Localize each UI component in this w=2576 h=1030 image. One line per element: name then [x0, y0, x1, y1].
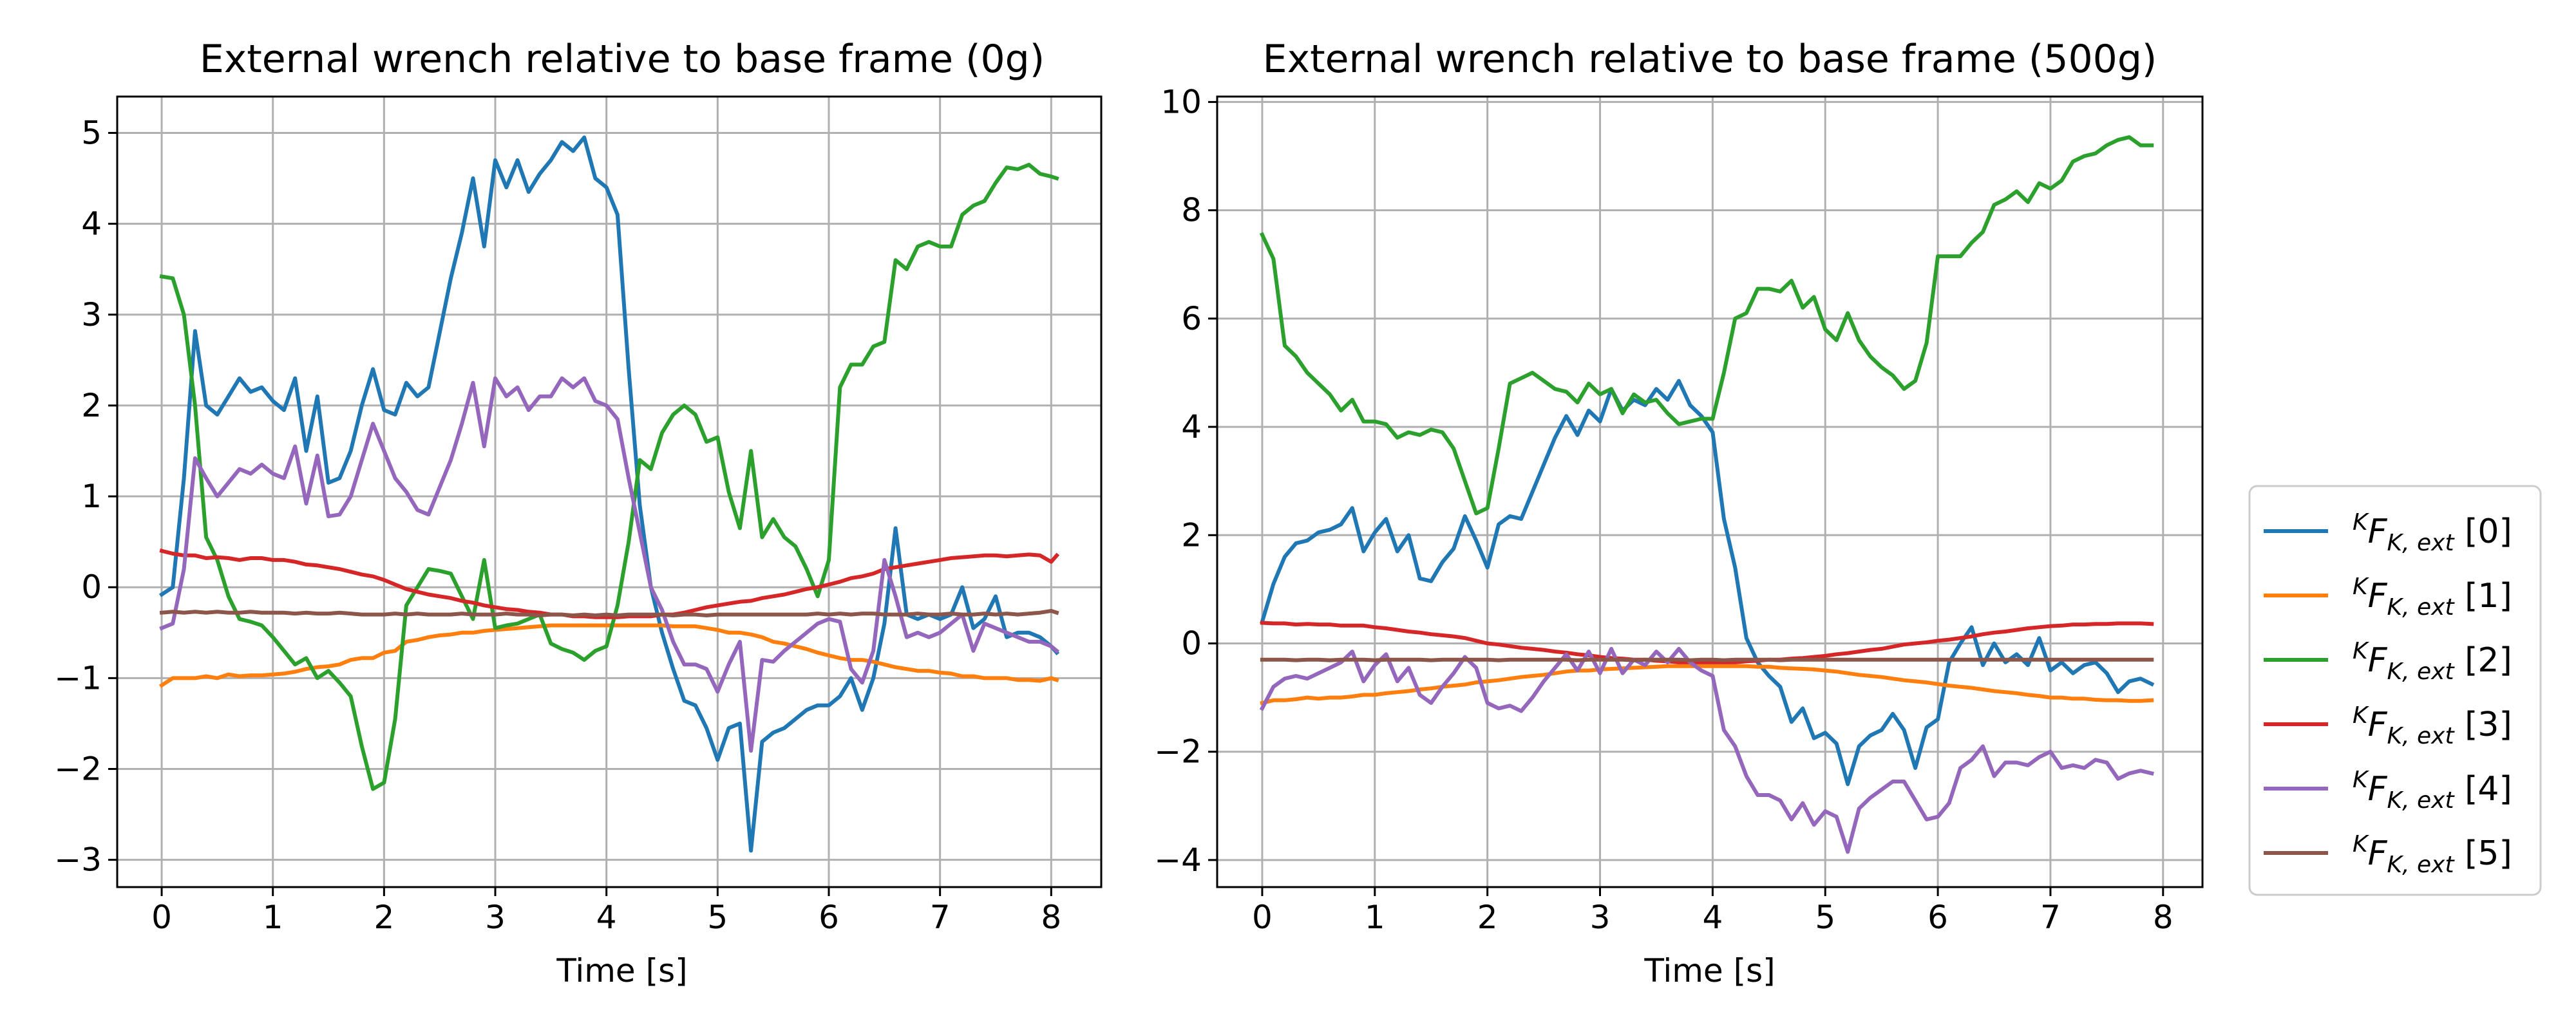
y-tick-label: 6 [1181, 300, 1202, 337]
legend-item: KFK, ext [1] [2264, 574, 2512, 621]
x-tick-label: 6 [819, 899, 839, 936]
x-tick-label: 0 [151, 899, 172, 936]
y-tick-label: 4 [81, 205, 102, 243]
series-line-2 [159, 162, 1059, 791]
y-tick-label: 2 [81, 387, 102, 424]
x-tick-label: 7 [2040, 899, 2061, 936]
y-tick-label: 10 [1160, 83, 1202, 120]
y-tick-label: −2 [1154, 733, 1202, 771]
legend-label: KFK, ext [5] [2353, 831, 2512, 878]
y-tick-label: −3 [54, 841, 102, 879]
series-line-1 [1260, 664, 2154, 706]
series-line-5 [159, 608, 1059, 617]
y-tick-label: 1 [81, 478, 102, 515]
x-tick-label: 0 [1252, 899, 1273, 936]
chart-title: External wrench relative to base frame (… [200, 37, 1045, 82]
legend-label: KFK, ext [3] [2353, 702, 2512, 749]
x-tick-label: 2 [374, 899, 394, 936]
x-tick-label: 8 [1041, 899, 1061, 936]
legend-frame [2248, 485, 2542, 896]
y-tick-label: −1 [54, 659, 102, 697]
chart-500g: External wrench relative to base frame (… [1154, 37, 2204, 989]
series-line-3 [1260, 621, 2154, 664]
x-tick-label: 3 [485, 899, 506, 936]
x-tick-label: 3 [1590, 899, 1611, 936]
legend-item: KFK, ext [0] [2264, 509, 2512, 556]
x-axis-label: Time [s] [1643, 952, 1775, 989]
legend-label: KFK, ext [1] [2353, 574, 2512, 621]
x-tick-label: 7 [930, 899, 951, 936]
series-line-2 [1259, 135, 2154, 516]
legend-item: KFK, ext [3] [2264, 702, 2512, 749]
legend: KFK, ext [0] KFK, ext [1] KFK, ext [2] KFK,… [2248, 485, 2542, 896]
chart-title: External wrench relative to base frame (… [1263, 37, 2157, 82]
series-line-3 [159, 548, 1060, 619]
legend-item: KFK, ext [2] [2264, 638, 2512, 685]
y-tick-label: 0 [81, 568, 102, 606]
plot-frame [116, 95, 1103, 888]
series-line-0 [1260, 379, 2155, 787]
chart-0g: External wrench relative to base frame (… [54, 37, 1103, 989]
legend-label: KFK, ext [2] [2353, 638, 2512, 685]
series-line-4 [159, 376, 1060, 753]
x-tick-label: 4 [1702, 899, 1723, 936]
series-group [158, 135, 1060, 853]
y-tick-label: −4 [1154, 841, 1202, 879]
y-tick-label: 0 [1181, 625, 1202, 662]
x-tick-label: 5 [1815, 899, 1835, 936]
y-tick-label: 5 [81, 114, 102, 151]
x-tick-label: 4 [596, 899, 617, 936]
y-tick-label: 8 [1181, 192, 1202, 229]
x-tick-label: 6 [1927, 899, 1948, 936]
x-tick-label: 5 [707, 899, 728, 936]
legend-item: KFK, ext [4] [2264, 767, 2512, 814]
series-line-0 [158, 135, 1060, 853]
series-group [1259, 135, 2155, 854]
x-tick-label: 8 [2153, 899, 2174, 936]
x-axis-label: Time [s] [556, 952, 687, 989]
legend-label: KFK, ext [0] [2353, 509, 2512, 556]
y-tick-label: 4 [1181, 408, 1202, 445]
x-tick-label: 1 [263, 899, 283, 936]
grid [1217, 97, 2202, 887]
x-tick-label: 1 [1365, 899, 1385, 936]
y-tick-label: 3 [81, 296, 102, 333]
grid [117, 97, 1101, 887]
plot-frame [1216, 95, 2204, 888]
x-tick-label: 2 [1477, 899, 1498, 936]
legend-label: KFK, ext [4] [2353, 767, 2512, 814]
series-line-4 [1259, 646, 2154, 854]
y-tick-label: −2 [54, 751, 102, 788]
legend-item: KFK, ext [5] [2264, 831, 2512, 878]
y-tick-label: 2 [1181, 516, 1202, 554]
